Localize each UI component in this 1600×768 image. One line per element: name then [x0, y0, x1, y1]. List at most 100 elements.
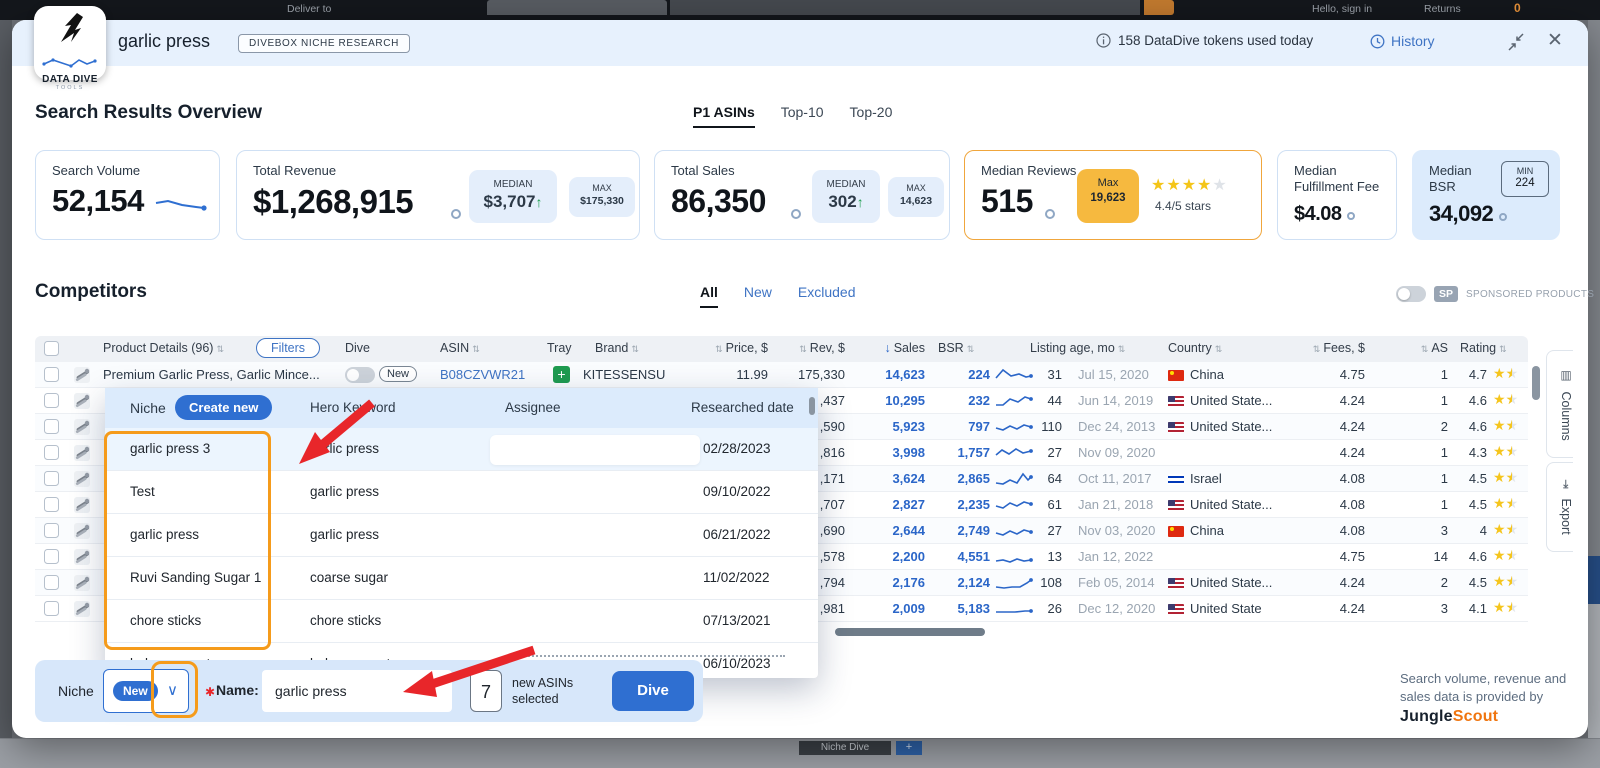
data-provider-note: Search volume, revenue andsales data is …: [1400, 670, 1566, 706]
rating-stars: ★★★★★: [1151, 175, 1228, 195]
col-listing-age[interactable]: Listing age, mo⇅: [1030, 341, 1128, 355]
table-row[interactable]: Premium Garlic Press, Garlic Mince... Ne…: [35, 362, 1528, 388]
product-title[interactable]: Premium Garlic Press, Garlic Mince...: [103, 367, 341, 382]
col-brand[interactable]: Brand⇅: [595, 341, 642, 355]
row-checkbox[interactable]: [44, 601, 59, 616]
horizontal-scrollbar-thumb[interactable]: [835, 628, 985, 636]
tab-top-20[interactable]: Top-20: [850, 104, 893, 128]
row-checkbox[interactable]: [44, 471, 59, 486]
fees-cell: 4.24: [1295, 601, 1365, 616]
columns-panel-tab[interactable]: ▥ Columns: [1546, 350, 1573, 458]
col-asin[interactable]: ASIN⇅: [440, 341, 483, 355]
tab-excluded[interactable]: Excluded: [798, 284, 856, 308]
card-label: Total Sales: [671, 163, 735, 179]
listed-date-cell: Dec 12, 2020: [1078, 601, 1155, 616]
as-cell: 1: [1388, 393, 1448, 408]
row-checkbox[interactable]: [44, 445, 59, 460]
tab-all[interactable]: All: [700, 284, 718, 308]
card-median-bsr: Median BSR MIN 224 34,092: [1412, 150, 1560, 240]
col-rating[interactable]: Rating⇅: [1460, 341, 1510, 355]
col-fees[interactable]: ⇅Fees, $: [1295, 341, 1365, 355]
rating-cell: 4.7: [1455, 367, 1487, 382]
hello-sign-in-label: Hello, sign in: [1312, 3, 1372, 15]
dive-toggle[interactable]: [345, 367, 375, 383]
row-checkbox[interactable]: [44, 549, 59, 564]
vertical-scrollbar-thumb[interactable]: [1532, 366, 1540, 400]
col-bsr[interactable]: BSR⇅: [938, 341, 977, 355]
listing-age-cell: 27: [1022, 445, 1062, 460]
columns-icon: ▥: [1559, 368, 1573, 382]
row-checkbox[interactable]: [44, 419, 59, 434]
listing-age-cell: 13: [1022, 549, 1062, 564]
new-badge: New: [379, 366, 417, 382]
minimize-icon[interactable]: [1506, 33, 1526, 56]
max-reviews-badge: Max 19,623: [1077, 169, 1139, 223]
export-tab[interactable]: ⇥ Export: [1546, 462, 1573, 552]
stars-caption: 4.4/5 stars: [1155, 199, 1211, 213]
selected-count-box: 7: [470, 670, 502, 712]
niche-dive-tab: Niche Dive: [799, 741, 891, 755]
tab-p1-asins[interactable]: P1 ASINs: [693, 104, 755, 128]
col-sales-sorted[interactable]: ↓Sales: [835, 341, 925, 355]
history-button[interactable]: History: [1370, 33, 1435, 49]
listed-date-cell: Dec 24, 2013: [1078, 419, 1155, 434]
col-rev[interactable]: ⇅Rev, $: [755, 341, 845, 355]
cart-count: 0: [1514, 1, 1521, 15]
niche-name-input[interactable]: [262, 670, 452, 712]
dropdown-scrollbar-thumb[interactable]: [809, 397, 815, 415]
listed-date-cell: Feb 05, 2014: [1078, 575, 1155, 590]
row-checkbox[interactable]: [44, 367, 59, 382]
close-icon[interactable]: ✕: [1547, 29, 1563, 52]
rating-stars-icon: ★★★: [1493, 417, 1518, 434]
as-cell: 1: [1388, 367, 1448, 382]
asin-link[interactable]: B08CZVWR21: [440, 367, 525, 382]
listed-date-cell: Jan 21, 2018: [1078, 497, 1153, 512]
country-flag-icon: [1168, 370, 1184, 381]
hero-keyword: garlic press: [310, 484, 379, 499]
card-label: Total Revenue: [253, 163, 336, 179]
country-cell: United State...: [1190, 419, 1290, 434]
rating-stars-icon: ★★★: [1493, 599, 1518, 616]
max-value: $175,330: [569, 195, 635, 207]
max-label: MAX: [569, 183, 635, 193]
info-icon: [1096, 33, 1111, 48]
col-country[interactable]: Country⇅: [1168, 341, 1225, 355]
card-value: 52,154: [52, 183, 144, 219]
tab-top-10[interactable]: Top-10: [781, 104, 824, 128]
col-as[interactable]: ⇅AS: [1388, 341, 1448, 355]
as-cell: 2: [1388, 419, 1448, 434]
col-product-details[interactable]: Product Details (96)⇅: [103, 341, 227, 355]
rating-stars-icon: ★★★: [1493, 391, 1518, 408]
card-search-volume: Search Volume 52,154: [35, 150, 220, 240]
sponsored-toggle[interactable]: [1396, 286, 1426, 302]
card-value: 34,092: [1429, 201, 1507, 227]
row-checkbox[interactable]: [44, 523, 59, 538]
country-cell: United State: [1190, 601, 1290, 616]
card-median-reviews: Median Reviews 515 Max 19,623 ★★★★★ 4.4/…: [964, 150, 1262, 240]
product-thumbnail: [71, 572, 93, 594]
filters-button[interactable]: Filters: [256, 338, 320, 358]
table-header-row: Product Details (96)⇅ Filters Dive ASIN⇅…: [35, 336, 1528, 362]
overview-title: Search Results Overview: [35, 102, 262, 124]
country-flag-icon: [1168, 422, 1184, 433]
tray-add-button[interactable]: +: [553, 366, 570, 383]
median-value: $3,707↑: [469, 192, 557, 212]
select-all-checkbox[interactable]: [44, 341, 59, 356]
row-checkbox[interactable]: [44, 393, 59, 408]
rating-stars-icon: ★★★: [1493, 443, 1518, 460]
tokens-text: 158 DataDive tokens used today: [1118, 33, 1313, 48]
create-new-button[interactable]: Create new: [175, 395, 272, 420]
bsr-cell: 5,183: [910, 601, 990, 616]
assignee-input[interactable]: [490, 435, 700, 465]
rating-cell: 4.6: [1455, 419, 1487, 434]
rating-cell: 4.5: [1455, 471, 1487, 486]
listing-age-cell: 26: [1022, 601, 1062, 616]
country-flag-icon: [1168, 396, 1184, 407]
dive-button[interactable]: Dive: [612, 671, 694, 711]
sort-icon: ⇅: [1499, 344, 1507, 354]
row-checkbox[interactable]: [44, 575, 59, 590]
row-checkbox[interactable]: [44, 497, 59, 512]
tab-new[interactable]: New: [744, 284, 772, 308]
listing-age-cell: 27: [1022, 523, 1062, 538]
fees-cell: 4.75: [1295, 367, 1365, 382]
